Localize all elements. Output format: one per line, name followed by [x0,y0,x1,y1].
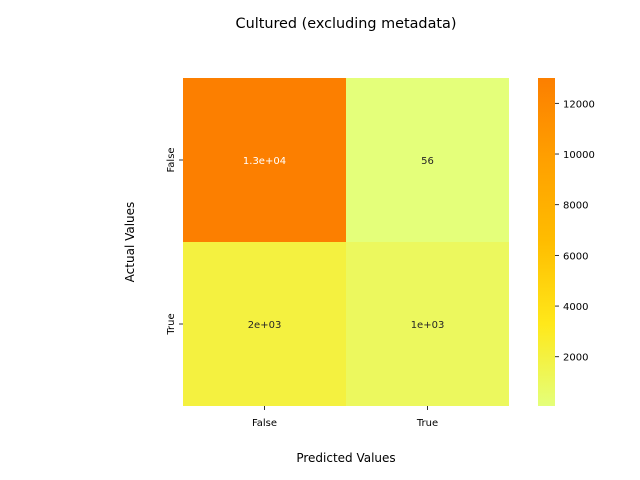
colorbar-ticks: 2000 4000 6000 8000 10000 12000 [555,99,595,364]
heatmap-cell [183,242,346,406]
x-axis-ticks: False True [252,406,438,429]
cell-value-label: 1.3e+04 [243,156,286,167]
heatmap-cell [346,78,509,242]
heatmap-cell [183,78,346,242]
cell-value-label: 56 [421,156,434,167]
colorbar-tick-label: 10000 [563,150,595,161]
colorbar-tick-label: 4000 [563,302,588,313]
cell-annotations: 1.3e+04 56 2e+03 1e+03 [243,156,444,331]
heatmap-cells [183,78,509,406]
cell-value-label: 1e+03 [411,320,445,331]
y-axis-label: Actual Values [123,202,137,283]
cell-value-label: 2e+03 [248,320,282,331]
y-tick-label: False [166,147,177,172]
x-tick-label: True [416,418,438,429]
chart-title: Cultured (excluding metadata) [236,16,457,32]
colorbar-tick-label: 8000 [563,201,588,212]
colorbar-tick-label: 2000 [563,353,588,364]
colorbar-tick-label: 12000 [563,99,595,110]
colorbar-tick-label: 6000 [563,251,588,262]
x-tick-label: False [252,418,277,429]
y-axis-ticks: False True [166,147,183,336]
y-tick-label: True [166,313,177,335]
colorbar [538,78,555,406]
heatmap-cell [346,242,509,406]
x-axis-label: Predicted Values [296,451,395,465]
